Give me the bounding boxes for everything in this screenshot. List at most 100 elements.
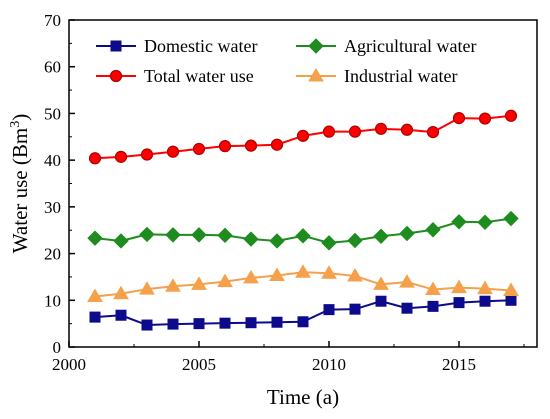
data-point-domestic-water [427, 300, 439, 312]
data-point-total-water-use [426, 126, 440, 139]
x-tick-label: 2005 [182, 355, 216, 374]
data-point-domestic-water [505, 294, 517, 306]
data-point-industrial-water [503, 282, 519, 296]
data-point-domestic-water [89, 311, 101, 323]
series-total-water-use [88, 109, 518, 165]
data-point-total-water-use [114, 150, 128, 163]
data-point-domestic-water [167, 318, 179, 330]
data-point-domestic-water [245, 317, 257, 329]
legend: Domestic water Agricultural water Total wa… [96, 36, 476, 86]
data-point-domestic-water [115, 309, 127, 321]
legend-item-industrial-water: Industrial water [296, 66, 457, 86]
data-point-industrial-water [451, 279, 467, 294]
y-tick-label: 30 [44, 198, 61, 217]
data-point-agricultural-water [295, 228, 311, 244]
data-point-agricultural-water [191, 227, 207, 243]
data-point-industrial-water [373, 276, 389, 290]
data-point-agricultural-water [477, 214, 493, 230]
y-tick-label: 40 [44, 151, 61, 170]
data-point-domestic-water [375, 295, 387, 307]
data-point-total-water-use [400, 123, 414, 136]
legend-marker [110, 40, 122, 52]
x-axis-title: Time (a) [267, 385, 339, 409]
data-point-industrial-water [321, 265, 337, 279]
data-point-total-water-use [244, 139, 258, 152]
y-axis-title: Water use (Bm3) [8, 114, 32, 253]
data-point-agricultural-water [113, 233, 129, 249]
legend-label: Agricultural water [344, 36, 476, 56]
data-point-industrial-water [165, 278, 181, 292]
data-point-total-water-use [140, 148, 154, 161]
y-axis-title-superscript: 3 [8, 121, 23, 128]
legend-marker [308, 38, 324, 54]
data-point-industrial-water [295, 264, 311, 278]
data-point-agricultural-water [373, 228, 389, 244]
data-point-agricultural-water [425, 222, 441, 238]
data-point-total-water-use [504, 109, 518, 122]
data-point-total-water-use [166, 145, 180, 158]
data-point-domestic-water [219, 317, 231, 329]
x-tick-label: 2015 [442, 355, 476, 374]
data-point-agricultural-water [451, 214, 467, 230]
data-point-agricultural-water [217, 227, 233, 244]
y-tick-label: 0 [53, 338, 62, 357]
data-point-industrial-water [347, 268, 363, 282]
x-tick-label: 2000 [52, 355, 86, 374]
y-tick-label: 20 [44, 245, 61, 264]
data-point-agricultural-water [165, 227, 181, 243]
data-point-industrial-water [243, 269, 259, 284]
series-industrial-water [87, 264, 519, 303]
data-point-total-water-use [348, 125, 362, 138]
data-point-domestic-water [271, 316, 283, 328]
series-layer [87, 109, 519, 331]
data-point-domestic-water [193, 318, 205, 330]
legend-label: Industrial water [344, 66, 457, 86]
data-point-total-water-use [88, 152, 102, 165]
data-point-industrial-water [87, 288, 103, 303]
y-tick-label: 70 [44, 11, 61, 30]
data-point-agricultural-water [503, 210, 519, 227]
data-point-agricultural-water [347, 232, 363, 249]
data-point-industrial-water [139, 281, 155, 295]
data-point-agricultural-water [139, 226, 155, 243]
series-agricultural-water [87, 210, 519, 251]
data-point-agricultural-water [399, 225, 415, 242]
data-point-agricultural-water [87, 230, 103, 246]
data-point-domestic-water [349, 303, 361, 315]
data-point-agricultural-water [243, 231, 259, 247]
data-point-industrial-water [477, 280, 493, 295]
data-point-domestic-water [323, 304, 335, 316]
data-point-domestic-water [401, 302, 413, 314]
legend-item-total-water-use: Total water use [96, 66, 254, 86]
data-point-industrial-water [113, 285, 129, 300]
legend-marker [308, 68, 324, 82]
data-point-domestic-water [479, 295, 491, 307]
y-tick-label: 60 [44, 58, 61, 77]
axes-layer: 0 10 20 30 40 50 60 70 2000 2005 2010 2015 [44, 11, 525, 374]
data-point-industrial-water [425, 281, 441, 296]
y-axis-title-end: ) [8, 114, 32, 121]
series-domestic-water [89, 294, 517, 331]
x-tick-label: 2010 [312, 355, 346, 374]
data-point-total-water-use [270, 138, 284, 151]
data-point-total-water-use [322, 125, 336, 138]
data-point-industrial-water [217, 273, 233, 288]
y-axis-title-main: Water use (Bm [8, 128, 32, 253]
data-point-total-water-use [192, 142, 206, 156]
data-point-total-water-use [218, 140, 232, 153]
legend-marker [109, 69, 123, 83]
data-point-industrial-water [399, 274, 415, 288]
legend-label: Domestic water [144, 36, 257, 56]
data-point-domestic-water [141, 319, 153, 331]
data-point-agricultural-water [321, 235, 337, 251]
y-tick-label: 10 [44, 291, 61, 310]
legend-item-agricultural-water: Agricultural water [296, 36, 476, 56]
legend-label: Total water use [144, 66, 254, 86]
data-point-total-water-use [296, 129, 310, 142]
data-point-domestic-water [297, 316, 309, 328]
data-point-agricultural-water [269, 233, 285, 249]
data-point-total-water-use [374, 122, 388, 135]
data-point-domestic-water [453, 297, 465, 309]
